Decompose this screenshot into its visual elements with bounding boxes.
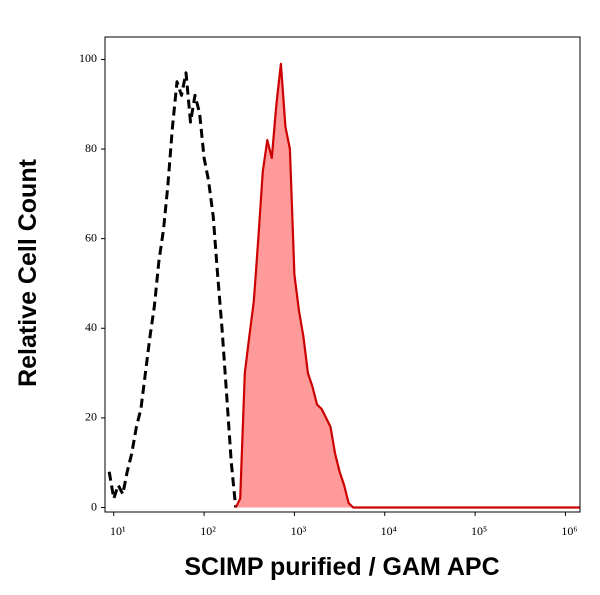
x-tick-label: 10¹ — [110, 524, 126, 538]
x-tick-label: 10² — [200, 524, 216, 538]
x-tick-label: 10⁶ — [561, 524, 577, 538]
x-axis-title: SCIMP purified / GAM APC — [184, 553, 499, 581]
line — [107, 71, 238, 508]
y-tick-label: 60 — [85, 230, 97, 244]
plot-frame — [104, 36, 581, 513]
x-tick-label: 10⁴ — [381, 524, 397, 538]
y-tick-label: 20 — [85, 410, 97, 424]
y-tick-label: 100 — [79, 51, 97, 65]
area — [235, 63, 580, 508]
line — [234, 62, 580, 509]
y-tick-label: 80 — [85, 141, 97, 155]
y-axis-title: Relative Cell Count — [14, 158, 42, 386]
y-tick-label: 0 — [91, 499, 97, 513]
x-tick-label: 10³ — [291, 524, 307, 538]
y-tick-label: 40 — [85, 320, 97, 334]
x-tick-label: 10⁵ — [471, 524, 487, 538]
